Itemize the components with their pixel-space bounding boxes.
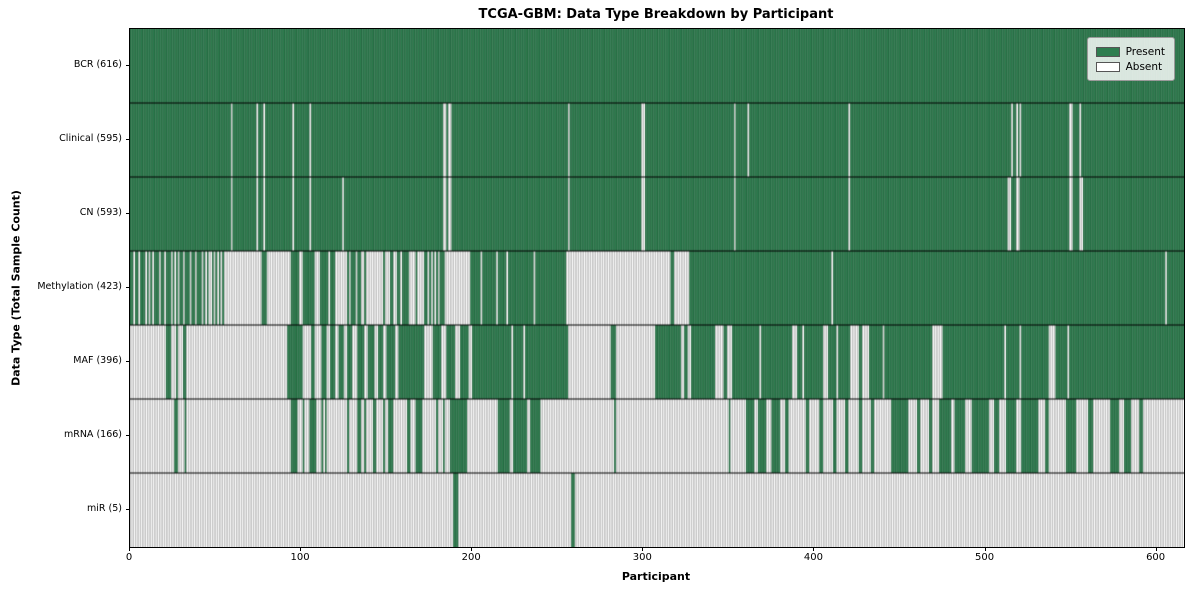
legend-present-label: Present	[1125, 45, 1165, 58]
x-tick-mark	[1155, 547, 1157, 551]
y-tick-mark	[126, 287, 130, 288]
y-tick-mark	[126, 361, 130, 362]
x-tick-label-400: 400	[803, 552, 823, 563]
x-tick-mark	[813, 547, 815, 551]
x-tick-mark	[471, 547, 473, 551]
present-swatch	[1095, 46, 1120, 57]
absent-swatch	[1095, 61, 1120, 72]
row-label-Clinical: Clinical (595)	[59, 133, 122, 144]
x-tick-label-100: 100	[290, 552, 310, 563]
row-label-CN: CN (593)	[79, 207, 122, 218]
chart-title: TCGA-GBM: Data Type Breakdown by Partici…	[478, 7, 834, 22]
row-label-MAF: MAF (396)	[73, 355, 122, 366]
row-label-BCR: BCR (616)	[73, 59, 122, 70]
row-label-Methylation: Methylation (423)	[37, 281, 122, 292]
x-tick-mark	[300, 547, 302, 551]
heatmap-canvas	[130, 29, 1184, 547]
y-tick-mark	[126, 435, 130, 436]
x-tick-label-300: 300	[632, 552, 652, 563]
legend-entry-present: Present	[1095, 44, 1165, 59]
x-tick-label-500: 500	[974, 552, 995, 563]
y-tick-mark	[126, 139, 130, 140]
legend-entry-absent: Absent	[1095, 59, 1165, 74]
y-tick-mark	[126, 65, 130, 66]
y-tick-mark	[126, 509, 130, 510]
x-tick-label-600: 600	[1146, 552, 1166, 563]
plot-area	[129, 28, 1185, 548]
x-tick-mark	[129, 547, 130, 551]
row-label-mRNA: mRNA (166)	[63, 429, 122, 440]
legend-absent-label: Absent	[1125, 60, 1163, 73]
x-tick-mark	[984, 547, 986, 551]
y-tick-mark	[126, 213, 130, 214]
x-axis-label: Participant	[621, 570, 691, 583]
x-tick-label-200: 200	[461, 552, 481, 563]
x-tick-label-0: 0	[125, 552, 133, 563]
x-tick-mark	[642, 547, 644, 551]
legend: Present Absent	[1086, 37, 1175, 81]
row-label-miR: miR (5)	[87, 503, 122, 514]
